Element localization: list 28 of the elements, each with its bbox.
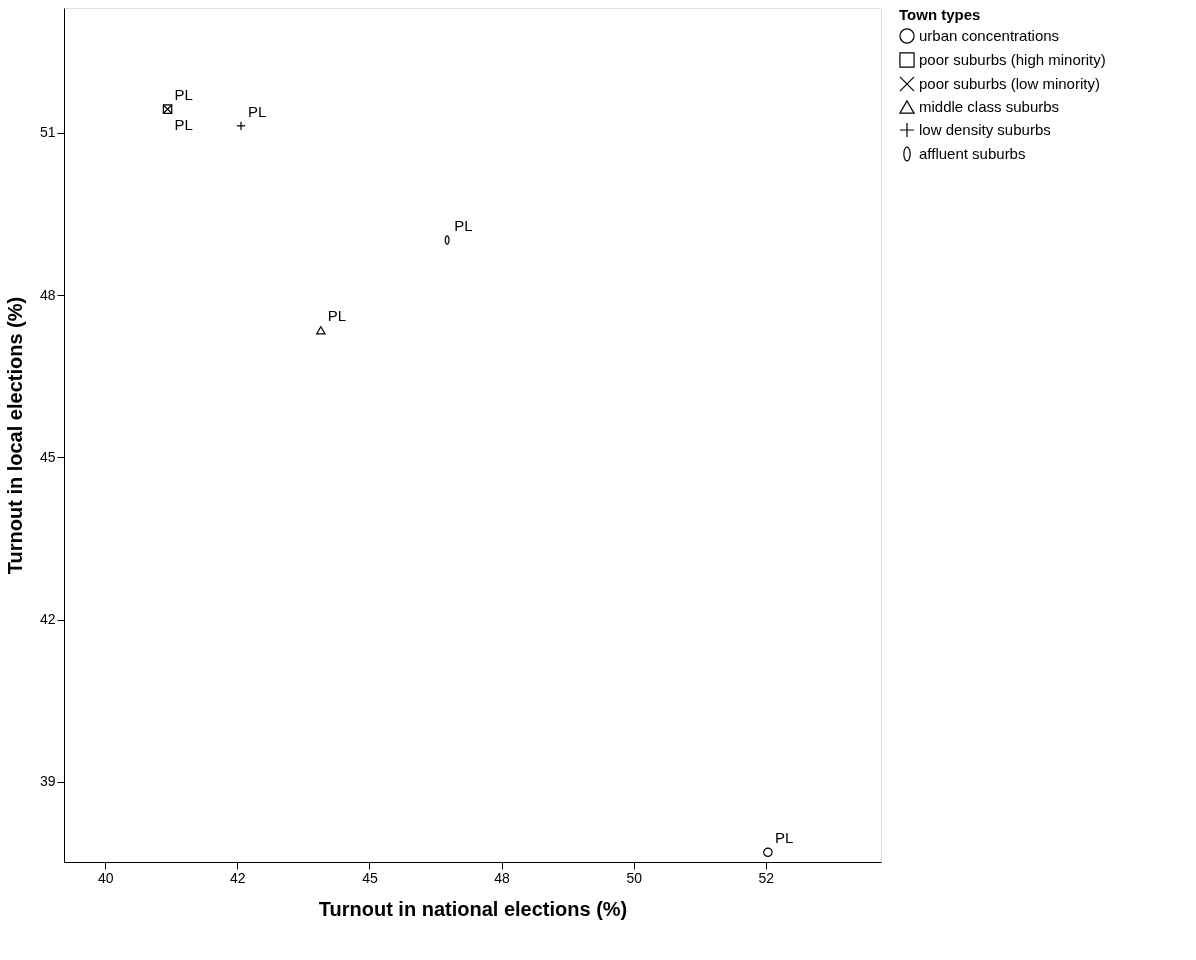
y-tick-label: 51	[39, 124, 56, 141]
legend-label: affluent suburbs	[919, 145, 1026, 162]
x-tick-label: 42	[230, 869, 246, 886]
legend-label: low density suburbs	[919, 121, 1051, 138]
y-tick-label: 42	[39, 611, 56, 628]
x-axis-title: Turnout in national elections (%)	[318, 897, 628, 920]
x-tick-label: 48	[494, 869, 511, 886]
point	[316, 326, 326, 335]
annotation: PL	[174, 86, 193, 104]
legend-label: middle class suburbs	[919, 98, 1060, 115]
x-tick-label: 52	[758, 869, 775, 886]
point	[763, 847, 773, 858]
y-tick-label: 48	[39, 286, 56, 303]
y-tick-label: 39	[39, 773, 56, 790]
annotation: PL	[454, 217, 473, 235]
annotation: PL	[174, 116, 193, 134]
y-tick-label: 45	[39, 448, 56, 465]
x-tick-label: 50	[626, 869, 643, 886]
legend-title: Town types	[899, 6, 981, 23]
legend-label: urban concentrations	[919, 27, 1060, 44]
x-tick-label: 45	[362, 869, 378, 886]
annotation: PL	[327, 307, 347, 325]
legend-label: poor suburbs (high minority)	[919, 51, 1106, 68]
legend-label: poor suburbs (low minority)	[919, 75, 1100, 92]
y-axis-title: Turnout in local elections (%)	[3, 296, 26, 575]
x-tick-label: 40	[97, 869, 114, 886]
annotation: PL	[248, 102, 267, 120]
annotation: PL	[774, 829, 794, 847]
